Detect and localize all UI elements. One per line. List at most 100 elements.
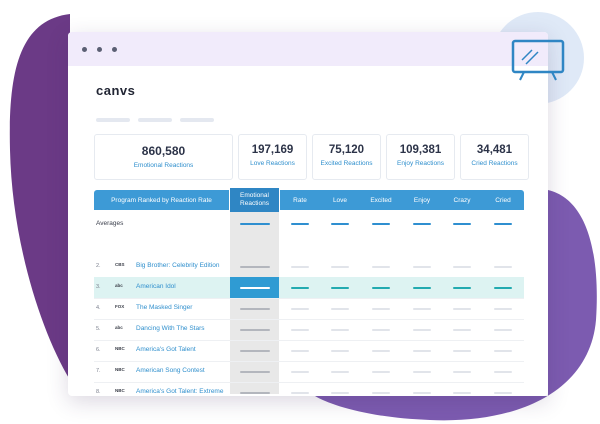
value-bar (453, 350, 471, 352)
app-window: canvs 860,580 Emotional Reactions 197,16… (68, 32, 548, 396)
stat-value: 109,381 (399, 144, 442, 156)
network-logo: NBC (115, 388, 125, 393)
value-bar (372, 329, 390, 331)
network-logo: abc (115, 283, 123, 288)
value-bar (494, 308, 512, 310)
table-row[interactable]: 4. FOX The Masked Singer (94, 298, 524, 320)
stat-card-emotional: 860,580 Emotional Reactions (94, 134, 233, 180)
left-purple-blob (9, 14, 70, 380)
column-header-emotional[interactable]: Emotional Reactions (230, 188, 279, 212)
value-bar (331, 371, 349, 373)
value-bar (291, 287, 309, 289)
value-bar (240, 350, 270, 352)
column-header-rate[interactable]: Rate (280, 190, 320, 210)
average-bar (372, 223, 390, 225)
average-bar (291, 223, 309, 225)
value-bar (413, 266, 431, 268)
value-bar (240, 329, 270, 331)
row-rank: 8. (96, 389, 101, 395)
canvs-logo: canvs (96, 83, 136, 98)
value-bar (331, 350, 349, 352)
value-bar (291, 371, 309, 373)
value-bar (331, 329, 349, 331)
program-name[interactable]: American Song Contest (136, 367, 205, 374)
average-bar (331, 223, 349, 225)
value-bar (413, 392, 431, 394)
value-bar (372, 392, 390, 394)
stat-card-excited: 75,120 Excited Reactions (312, 134, 381, 180)
table-row[interactable]: 8. NBC America's Got Talent: Extreme (94, 382, 524, 396)
table-row[interactable]: 2. CBS Big Brother: Celebrity Edition (94, 256, 524, 278)
value-bar (494, 371, 512, 373)
value-bar (453, 266, 471, 268)
value-bar (291, 329, 309, 331)
value-bar (240, 266, 270, 268)
average-bar (413, 223, 431, 225)
network-logo: abc (115, 325, 123, 330)
right-purple-blob (315, 190, 597, 421)
network-logo: CBS (115, 262, 125, 267)
program-name[interactable]: American Idol (136, 283, 176, 290)
value-bar (494, 392, 512, 394)
column-header-enjoy[interactable]: Enjoy (402, 190, 442, 210)
value-bar (453, 287, 471, 289)
value-bar (413, 371, 431, 373)
network-logo: FOX (115, 304, 125, 309)
program-name[interactable]: The Masked Singer (136, 304, 193, 311)
value-bar (240, 287, 270, 289)
network-logo: NBC (115, 346, 125, 351)
stat-label: Love Reactions (250, 160, 295, 167)
averages-label: Averages (96, 220, 124, 227)
window-dot (97, 46, 102, 52)
window-dot (112, 46, 117, 52)
table-row[interactable]: 7. NBC American Song Contest (94, 361, 524, 383)
value-bar (494, 287, 512, 289)
program-name[interactable]: America's Got Talent (136, 346, 196, 353)
value-bar (453, 329, 471, 331)
value-bar (240, 308, 270, 310)
value-bar (494, 266, 512, 268)
stat-card-love: 197,169 Love Reactions (238, 134, 307, 180)
row-rank: 3. (96, 284, 101, 290)
value-bar (291, 350, 309, 352)
value-bar (372, 371, 390, 373)
value-bar (291, 266, 309, 268)
value-bar (240, 392, 270, 394)
stat-card-cried: 34,481 Cried Reactions (460, 134, 529, 180)
value-bar (453, 371, 471, 373)
value-bar (331, 392, 349, 394)
nav-placeholder (180, 118, 214, 122)
nav-placeholder (138, 118, 172, 122)
network-logo: NBC (115, 367, 125, 372)
value-bar (413, 329, 431, 331)
column-header-crazy[interactable]: Crazy (442, 190, 482, 210)
column-header-excited[interactable]: Excited (360, 190, 402, 210)
value-bar (331, 266, 349, 268)
program-name[interactable]: Big Brother: Celebrity Edition (136, 262, 220, 269)
stat-value: 197,169 (251, 144, 294, 156)
average-bar (240, 223, 270, 225)
row-rank: 4. (96, 305, 101, 311)
column-header-love[interactable]: Love (320, 190, 360, 210)
value-bar (240, 371, 270, 373)
average-bar (453, 223, 471, 225)
value-bar (291, 308, 309, 310)
table-row[interactable]: 6. NBC America's Got Talent (94, 340, 524, 362)
row-rank: 7. (96, 368, 101, 374)
table-row[interactable]: 5. abc Dancing With The Stars (94, 319, 524, 341)
stat-value: 75,120 (328, 144, 365, 156)
program-name[interactable]: Dancing With The Stars (136, 325, 205, 332)
value-bar (331, 308, 349, 310)
value-bar (413, 287, 431, 289)
table-row[interactable]: 3. abc American Idol (94, 277, 524, 299)
value-bar (413, 308, 431, 310)
table-header-title: Program Ranked by Reaction Rate (94, 190, 229, 210)
value-bar (372, 350, 390, 352)
program-name[interactable]: America's Got Talent: Extreme (136, 388, 224, 395)
stat-label: Enjoy Reactions (397, 160, 444, 167)
stat-value: 34,481 (476, 144, 513, 156)
window-dot (82, 46, 87, 52)
stat-value: 860,580 (141, 144, 186, 158)
stat-label: Cried Reactions (471, 160, 518, 167)
column-header-cried[interactable]: Cried (482, 190, 524, 210)
